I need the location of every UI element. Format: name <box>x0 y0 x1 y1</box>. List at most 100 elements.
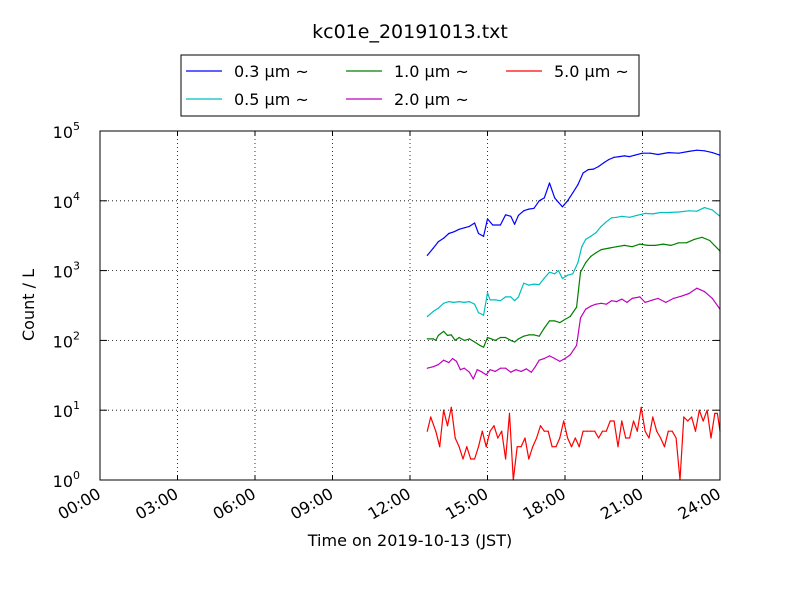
data-point <box>486 218 489 220</box>
data-point <box>600 225 602 227</box>
data-point <box>432 310 434 312</box>
axis-ticks <box>99 130 721 481</box>
data-point <box>629 437 631 439</box>
data-point <box>632 420 635 422</box>
data-point <box>548 355 551 357</box>
data-point <box>505 214 507 216</box>
data-point <box>590 235 592 237</box>
data-point <box>505 367 507 369</box>
data-point <box>687 420 689 422</box>
data-point <box>432 247 434 249</box>
data-point <box>538 200 540 202</box>
data-point <box>468 371 470 373</box>
y-axis-label: Count / L <box>19 269 38 341</box>
data-point <box>595 252 597 254</box>
y-tick-base: 10 <box>53 332 73 351</box>
data-point <box>463 367 465 369</box>
data-point <box>489 369 491 371</box>
data-point <box>486 336 489 339</box>
data-point <box>623 155 626 157</box>
data-point <box>579 317 582 319</box>
data-point <box>426 367 428 369</box>
data-point <box>483 314 485 316</box>
data-point <box>610 217 613 219</box>
data-point <box>443 302 445 304</box>
y-tick-base: 10 <box>53 402 73 421</box>
data-point <box>426 430 428 432</box>
data-point <box>530 371 533 373</box>
legend-label: 0.3 μm ~ <box>234 62 309 81</box>
data-point <box>644 430 646 432</box>
y-tick-base: 10 <box>53 472 73 491</box>
data-point <box>688 292 690 295</box>
data-point <box>426 315 428 318</box>
data-point <box>515 369 517 371</box>
data-point <box>499 367 501 369</box>
data-point <box>555 446 557 448</box>
data-point <box>523 282 525 284</box>
data-point <box>572 273 574 275</box>
data-point <box>618 156 620 158</box>
data-point <box>554 197 556 199</box>
data-point <box>587 169 589 171</box>
data-point <box>528 334 530 336</box>
data-point <box>494 370 496 372</box>
data-point <box>458 301 460 303</box>
data-point <box>680 295 682 297</box>
data-point <box>510 296 512 298</box>
data-point <box>613 420 615 422</box>
data-point <box>468 225 470 227</box>
data-point <box>579 271 582 273</box>
data-point <box>477 232 480 235</box>
data-point <box>578 446 580 448</box>
data-point <box>483 346 485 348</box>
data-point <box>510 371 512 373</box>
data-point <box>691 416 693 418</box>
data-point <box>453 231 455 233</box>
data-point <box>489 299 491 301</box>
data-point <box>426 338 428 340</box>
series-3 <box>426 287 721 380</box>
y-tick-exponent: 5 <box>73 120 80 133</box>
data-point <box>576 344 578 346</box>
data-point <box>702 420 704 422</box>
data-point <box>711 209 713 211</box>
data-point <box>534 366 536 368</box>
data-point <box>517 338 520 340</box>
data-point <box>586 430 588 432</box>
data-point <box>463 301 465 303</box>
data-point <box>548 320 551 322</box>
data-point <box>443 330 445 332</box>
data-point <box>450 334 452 336</box>
data-point <box>548 182 551 184</box>
data-point <box>483 235 485 237</box>
data-point <box>426 254 428 256</box>
data-point <box>554 320 556 322</box>
data-point <box>485 446 487 448</box>
data-point <box>648 437 650 439</box>
data-point <box>574 437 576 439</box>
data-point <box>594 430 596 432</box>
data-point <box>667 152 669 154</box>
data-point <box>446 425 449 427</box>
data-point <box>613 156 615 158</box>
data-point <box>543 327 545 329</box>
series-1 <box>426 207 721 318</box>
data-point <box>494 299 496 301</box>
data-point <box>494 339 496 341</box>
data-point <box>656 430 658 432</box>
data-point <box>499 224 501 226</box>
data-point <box>466 446 468 448</box>
data-point <box>629 156 631 158</box>
data-point <box>477 312 480 314</box>
data-point <box>458 336 460 339</box>
data-point <box>688 210 690 212</box>
data-point <box>474 341 476 343</box>
data-point <box>685 242 688 244</box>
y-tick-label: 105 <box>53 120 80 142</box>
data-point <box>528 208 530 210</box>
data-point <box>543 430 545 432</box>
data-point <box>636 214 638 216</box>
data-point <box>616 301 618 303</box>
data-point <box>567 200 569 202</box>
